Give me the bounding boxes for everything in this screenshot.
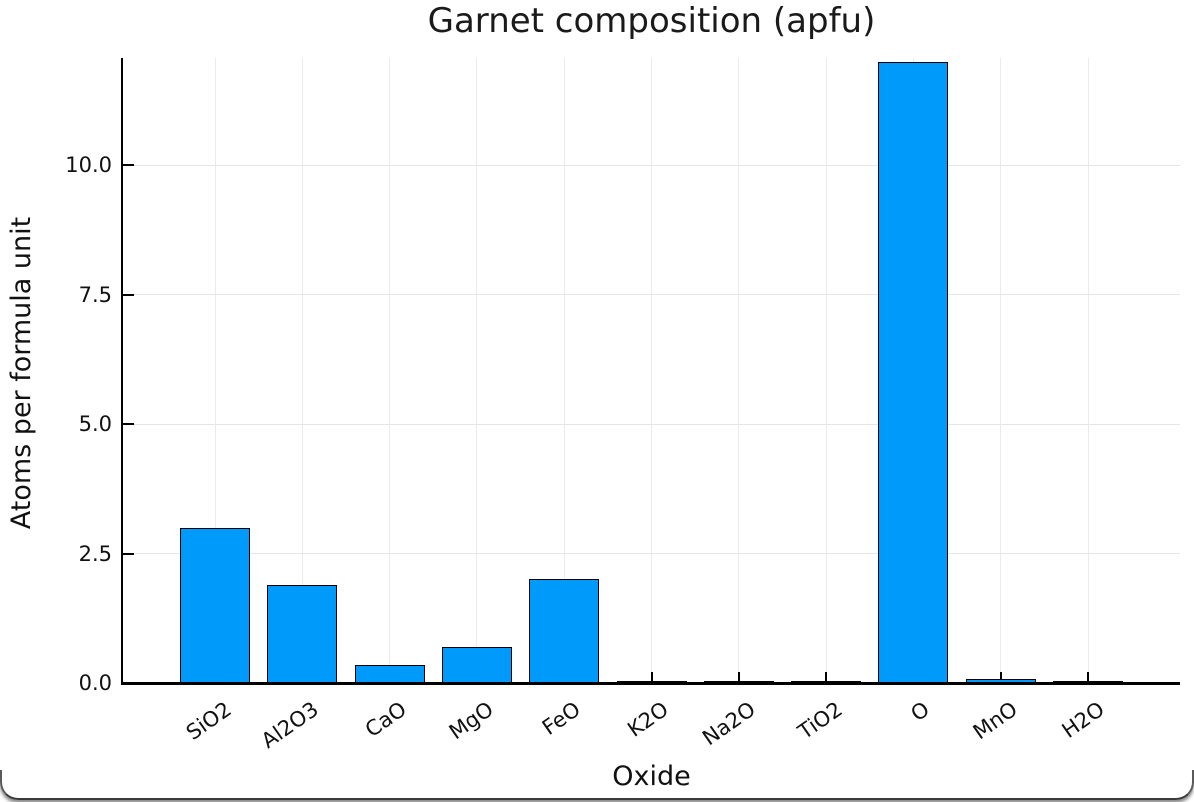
x-gridline: [1087, 58, 1089, 683]
x-tick-label: Al2O3: [257, 697, 324, 754]
x-axis-spine: [121, 682, 1180, 685]
x-tick-label: SiO2: [181, 697, 236, 745]
bar: [180, 527, 250, 683]
x-tick-mark: [737, 672, 740, 683]
x-gridline: [301, 58, 303, 683]
x-tick-label: MnO: [968, 697, 1022, 745]
x-tick-label: Na2O: [697, 697, 760, 751]
x-gridline: [1000, 58, 1002, 683]
y-tick-label: 2.5: [78, 541, 112, 566]
x-gridline: [389, 58, 391, 683]
y-tick-label: 5.0: [78, 412, 112, 437]
y-tick-mark: [123, 293, 134, 296]
y-tick-label: 10.0: [65, 153, 112, 178]
bar: [878, 61, 949, 683]
x-tick-mark: [1087, 672, 1089, 683]
x-tick-label: K2O: [622, 697, 673, 742]
y-tick-mark: [123, 423, 134, 426]
bar: [267, 584, 338, 683]
y-tick-mark: [123, 552, 134, 555]
bar: [441, 646, 512, 683]
plot-area: [123, 58, 1180, 684]
x-tick-mark: [825, 672, 828, 683]
bar: [354, 664, 425, 683]
x-tick-mark: [999, 672, 1002, 683]
x-tick-label: TiO2: [793, 697, 847, 745]
x-tick-mark: [650, 672, 653, 683]
y-axis-spine: [121, 58, 123, 684]
x-gridline: [563, 58, 565, 683]
x-tick-label: H2O: [1057, 697, 1109, 743]
x-gridline: [651, 58, 652, 683]
y-tick-mark: [123, 164, 134, 167]
x-tick-label: CaO: [360, 697, 411, 742]
x-tick-label: MgO: [444, 697, 498, 745]
x-tick-label: O: [906, 697, 935, 727]
x-gridline: [825, 58, 827, 683]
y-tick-label: 7.5: [78, 282, 112, 307]
bar: [529, 579, 600, 683]
x-tick-label: FeO: [538, 697, 585, 740]
x-gridline: [738, 58, 740, 683]
x-axis-label: Oxide: [612, 761, 691, 792]
y-tick-label: 0.0: [78, 671, 112, 695]
x-gridline: [476, 58, 478, 683]
x-gridline: [214, 58, 216, 683]
chart-title: Garnet composition (apfu): [427, 1, 876, 41]
